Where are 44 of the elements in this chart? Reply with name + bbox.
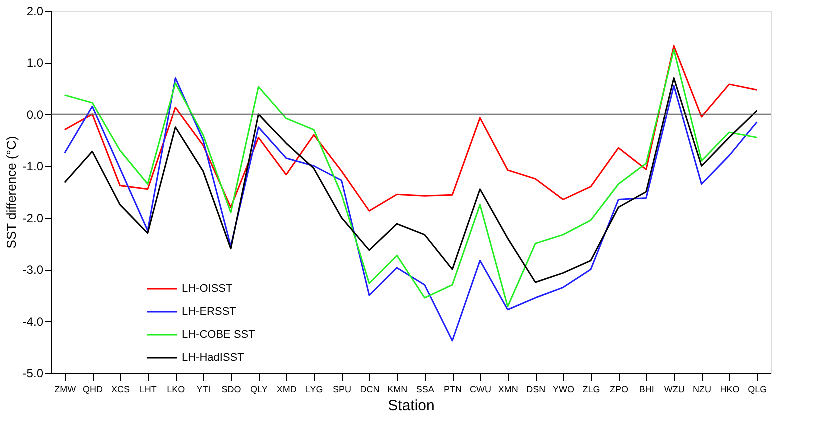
legend-label: LH-COBE SST: [182, 329, 256, 341]
x-tick-label: YWO: [553, 384, 575, 394]
y-tick-label: 0.0: [26, 108, 44, 122]
y-tick-label: -3.0: [22, 263, 44, 278]
line-series: [64, 77, 758, 342]
x-tick-label: QLY: [250, 384, 268, 394]
line-series: [64, 49, 758, 308]
x-tick-label: XMN: [498, 384, 518, 394]
x-tick-label: ZPO: [610, 384, 628, 394]
line-series: [64, 77, 758, 284]
y-tick-label: -1.0: [22, 160, 44, 174]
x-tick-label: WZU: [664, 384, 685, 394]
y-axis-title: SST difference (°C): [4, 136, 19, 249]
x-tick-label: HKO: [720, 384, 740, 394]
legend-label: LH-HadISST: [182, 352, 245, 364]
x-axis-title: Station: [388, 398, 435, 414]
x-tick-label: SPU: [333, 384, 352, 394]
y-tick-label: -2.0: [22, 211, 44, 226]
x-tick-label: DCN: [360, 384, 380, 394]
x-tick-label: ZLG: [582, 384, 600, 394]
x-tick-label: LHT: [140, 384, 158, 394]
y-tick-label: 1.0: [26, 56, 44, 70]
x-tick-label: PTN: [444, 384, 462, 394]
x-tick-label: DSN: [526, 384, 546, 394]
x-tick-label: XCS: [111, 384, 130, 394]
legend-label: LH-ERSST: [182, 306, 237, 318]
x-tick-label: KMN: [388, 384, 408, 394]
y-tick-label: 2.0: [26, 4, 44, 18]
x-tick-label: QHD: [83, 384, 104, 394]
line-series: [64, 45, 758, 212]
x-tick-label: NZU: [693, 384, 712, 394]
x-tick-label: SDO: [222, 384, 242, 394]
y-tick-label: -4.0: [22, 314, 44, 329]
x-tick-label: BHI: [639, 384, 654, 394]
y-tick-label: -5.0: [22, 366, 44, 380]
x-tick-label: QLG: [748, 384, 768, 394]
x-tick-label: XMD: [276, 384, 298, 394]
x-tick-label: SSA: [416, 384, 434, 394]
legend-label: LH-OISST: [182, 283, 234, 295]
x-tick-label: LYG: [306, 384, 324, 394]
x-tick-label: ZMW: [54, 384, 77, 394]
x-tick-label: LKO: [167, 384, 186, 394]
x-tick-label: CWU: [470, 384, 492, 394]
x-tick-label: YTI: [196, 384, 211, 394]
